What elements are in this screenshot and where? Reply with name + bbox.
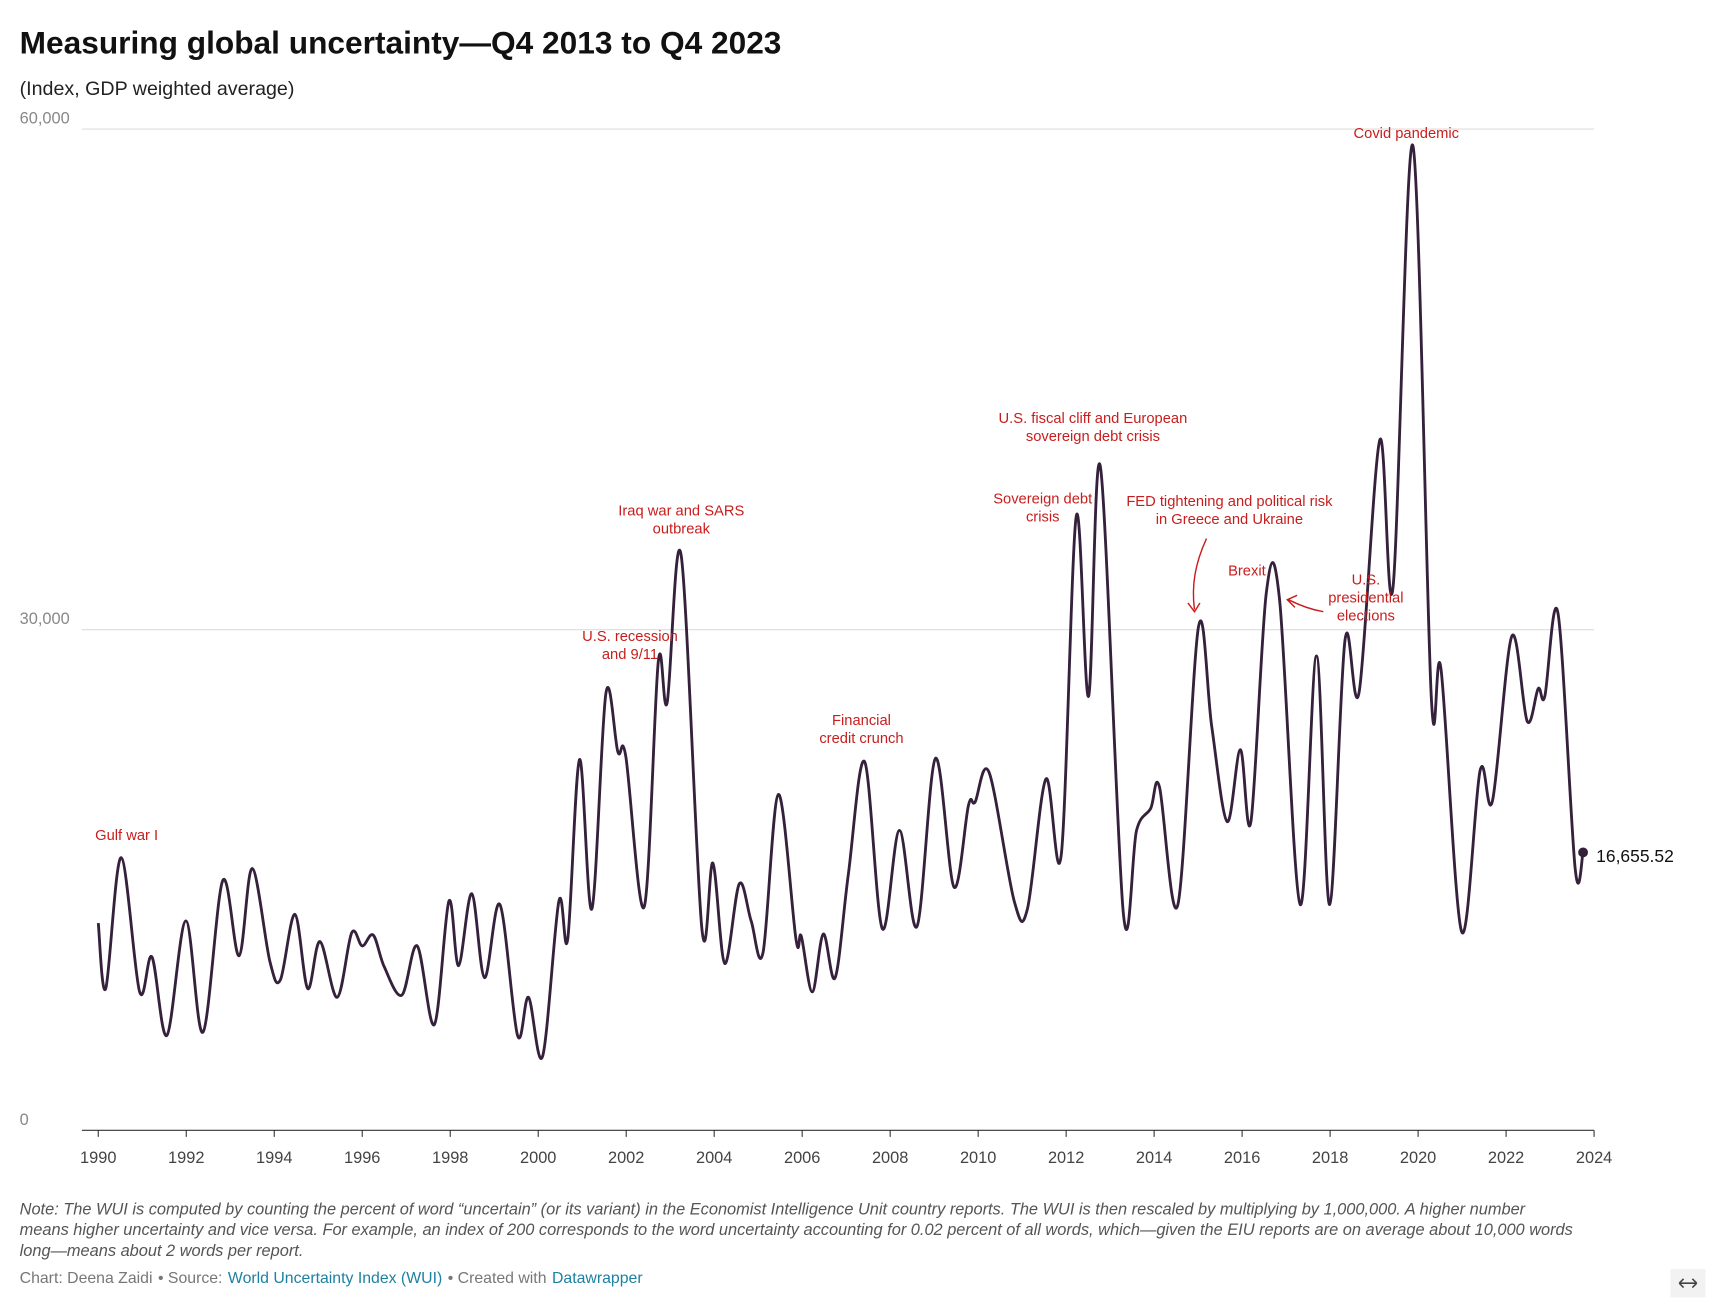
x-tick-label: 2020 <box>1400 1149 1436 1167</box>
x-tick-label: 2010 <box>960 1149 996 1167</box>
x-tick-label: 1996 <box>344 1149 380 1167</box>
x-tick-label: 2024 <box>1576 1149 1612 1167</box>
x-tick-label: 2022 <box>1488 1149 1524 1167</box>
x-tick-label: 2006 <box>784 1149 820 1167</box>
annotation: Sovereign debt <box>993 492 1092 508</box>
credit-tool[interactable]: Datawrapper <box>552 1270 643 1287</box>
annotation: outbreak <box>653 522 711 538</box>
annotation: elections <box>1337 608 1395 624</box>
x-tick-label: 1990 <box>80 1149 116 1167</box>
end-point <box>1578 847 1588 858</box>
x-tick-label: 2016 <box>1224 1149 1260 1167</box>
annotation: Iraq war and SARS <box>618 504 744 520</box>
x-tick-label: 1998 <box>432 1149 468 1167</box>
annotation: presidential <box>1328 590 1403 606</box>
x-tick-label: 1992 <box>168 1149 204 1167</box>
annotation: U.S. fiscal cliff and European <box>999 411 1188 427</box>
chart-title: Measuring global uncertainty—Q4 2013 to … <box>20 25 782 61</box>
annotation: FED tightening and political risk <box>1126 494 1333 510</box>
icon[interactable] <box>1678 1278 1698 1289</box>
y-tick-label: 60,000 <box>20 110 70 128</box>
annotation: U.S. recession <box>582 629 678 645</box>
annotation-arrows <box>1187 538 1324 613</box>
x-tick-label: 2000 <box>520 1149 556 1167</box>
y-tick-label: 30,000 <box>20 610 70 628</box>
arrow-head <box>1187 602 1201 613</box>
chart-subtitle: (Index, GDP weighted average) <box>20 78 295 100</box>
arrow <box>1192 538 1208 610</box>
annotation: Financial <box>832 713 891 729</box>
credits: Chart: Deena Zaidi • Source: World Uncerta… <box>20 1270 644 1287</box>
credit-source-prefix: • Source: <box>158 1270 223 1287</box>
annotation: crisis <box>1026 510 1060 526</box>
credit-author: Chart: Deena Zaidi <box>20 1270 153 1287</box>
note: long—means about 2 words per report. <box>20 1242 304 1260</box>
expand-icon[interactable] <box>1670 1268 1706 1298</box>
arrow-head <box>1286 594 1298 608</box>
x-tick-label: 2018 <box>1312 1149 1348 1167</box>
x-tick-label: 2014 <box>1136 1149 1172 1167</box>
line <box>96 143 1585 1060</box>
y-tick-label: 0 <box>20 1111 29 1129</box>
annotation: Brexit <box>1228 564 1266 580</box>
end-label: 16,655.52 <box>1596 846 1674 866</box>
credit-tool-prefix: • Created with <box>448 1270 547 1287</box>
annotation: sovereign debt crisis <box>1026 429 1160 445</box>
x-tick-label: 2002 <box>608 1149 644 1167</box>
annotation: U.S. <box>1352 572 1381 588</box>
annotation: Gulf war I <box>95 828 158 844</box>
x-tick-label: 2012 <box>1048 1149 1084 1167</box>
note: means higher uncertainty and vice versa.… <box>20 1221 1573 1239</box>
annotation: Covid pandemic <box>1354 126 1460 142</box>
x-tick-label: 2008 <box>872 1149 908 1167</box>
credit-source[interactable]: World Uncertainty Index (WUI) <box>228 1270 442 1287</box>
arrow <box>1288 599 1324 613</box>
annotation: credit crunch <box>819 731 903 747</box>
x-tick-label: 1994 <box>256 1149 292 1167</box>
annotation: and 9/11 <box>602 647 658 663</box>
x-tick-label: 2004 <box>696 1149 732 1167</box>
annotation: in Greece and Ukraine <box>1156 512 1303 528</box>
note: Note: The WUI is computed by counting th… <box>20 1200 1526 1218</box>
